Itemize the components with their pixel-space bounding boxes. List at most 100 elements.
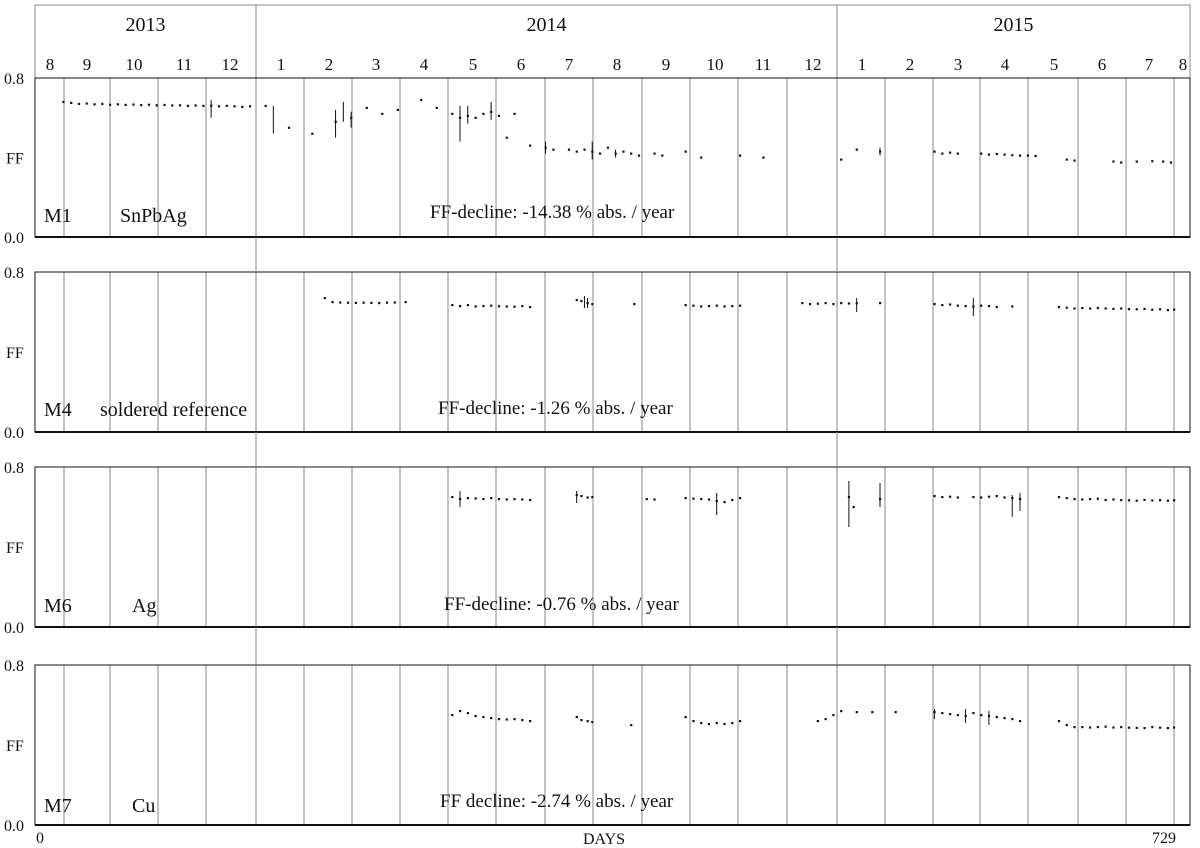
y-tick-bottom: 0.0 [4, 230, 24, 247]
data-point [62, 100, 65, 104]
data-point [941, 712, 944, 715]
data-point [1057, 720, 1061, 723]
data-point [832, 303, 835, 306]
data-point [956, 496, 959, 499]
data-point [692, 304, 695, 307]
data-point [1019, 498, 1022, 501]
data-point [1166, 499, 1169, 502]
data-point [630, 724, 633, 727]
month-label: 6 [517, 55, 526, 74]
data-point [1143, 498, 1146, 501]
data-point [816, 720, 819, 723]
data-point [645, 498, 648, 501]
data-point [980, 304, 983, 307]
data-point [879, 150, 882, 153]
data-point [1169, 161, 1173, 164]
data-point [1026, 154, 1029, 157]
data-point [700, 722, 703, 725]
data-point [331, 301, 334, 304]
month-label: 9 [662, 55, 671, 74]
data-point [995, 495, 998, 498]
data-point [599, 152, 602, 155]
data-point [466, 114, 469, 117]
data-point [93, 103, 96, 106]
module-label: SnPbAg [120, 205, 187, 227]
data-point [809, 303, 812, 306]
data-point [731, 305, 734, 308]
data-point [124, 103, 127, 107]
data-point [739, 720, 742, 723]
data-point [941, 496, 944, 499]
data-point [995, 716, 998, 719]
data-point [132, 103, 135, 106]
data-point [1120, 726, 1123, 729]
data-point [591, 496, 594, 499]
data-point [451, 304, 454, 307]
module-label: Ag [132, 595, 156, 617]
data-point [334, 120, 337, 123]
data-point [855, 711, 858, 714]
month-label: 11 [176, 55, 192, 74]
data-point [987, 153, 991, 156]
data-point [1019, 154, 1022, 157]
month-label: 8 [1179, 55, 1188, 74]
data-point [700, 156, 703, 159]
month-label: 12 [805, 55, 822, 74]
data-point [580, 495, 583, 498]
data-point [1162, 160, 1165, 163]
data-point [684, 150, 687, 153]
y-tick-top: 0.8 [4, 71, 24, 88]
data-point [474, 715, 477, 718]
data-point [163, 103, 166, 107]
data-point [482, 112, 485, 115]
data-point [879, 498, 882, 501]
data-point [521, 305, 524, 308]
x-tick-start: 0 [36, 830, 44, 847]
data-point [1019, 720, 1022, 723]
module-id: M4 [44, 399, 72, 421]
data-point [1057, 306, 1061, 309]
data-point [474, 116, 477, 119]
data-point [575, 716, 578, 719]
data-point [816, 302, 819, 305]
data-point [852, 506, 855, 509]
data-point [217, 105, 221, 108]
data-point [1159, 499, 1162, 502]
module-label: Cu [132, 795, 155, 817]
month-label: 8 [613, 55, 622, 74]
data-point [1159, 726, 1162, 729]
data-point [85, 102, 88, 105]
data-point [552, 148, 555, 151]
month-label: 12 [222, 55, 239, 74]
data-point [980, 714, 983, 717]
data-point [700, 498, 703, 501]
data-point [474, 305, 477, 308]
data-point [949, 151, 952, 154]
data-point [354, 301, 357, 304]
data-point [451, 714, 454, 717]
data-point [692, 720, 695, 723]
data-point [1003, 717, 1006, 720]
data-point [995, 152, 998, 156]
data-point [490, 497, 493, 500]
year-label: 2013 [126, 14, 166, 36]
data-point [497, 305, 501, 308]
data-point [490, 304, 493, 307]
data-point [459, 305, 462, 308]
data-point [1011, 154, 1014, 157]
data-point [101, 102, 104, 106]
data-point [513, 718, 516, 721]
data-point [723, 305, 726, 308]
data-point [451, 112, 454, 115]
y-tick-bottom: 0.0 [4, 818, 24, 835]
data-point [653, 498, 656, 501]
data-point [1073, 498, 1076, 501]
data-point [466, 712, 469, 715]
data-point [653, 152, 656, 155]
data-point [241, 105, 244, 109]
data-point [1173, 726, 1176, 729]
data-point [987, 495, 991, 498]
data-point [715, 722, 718, 725]
data-point [287, 126, 291, 129]
